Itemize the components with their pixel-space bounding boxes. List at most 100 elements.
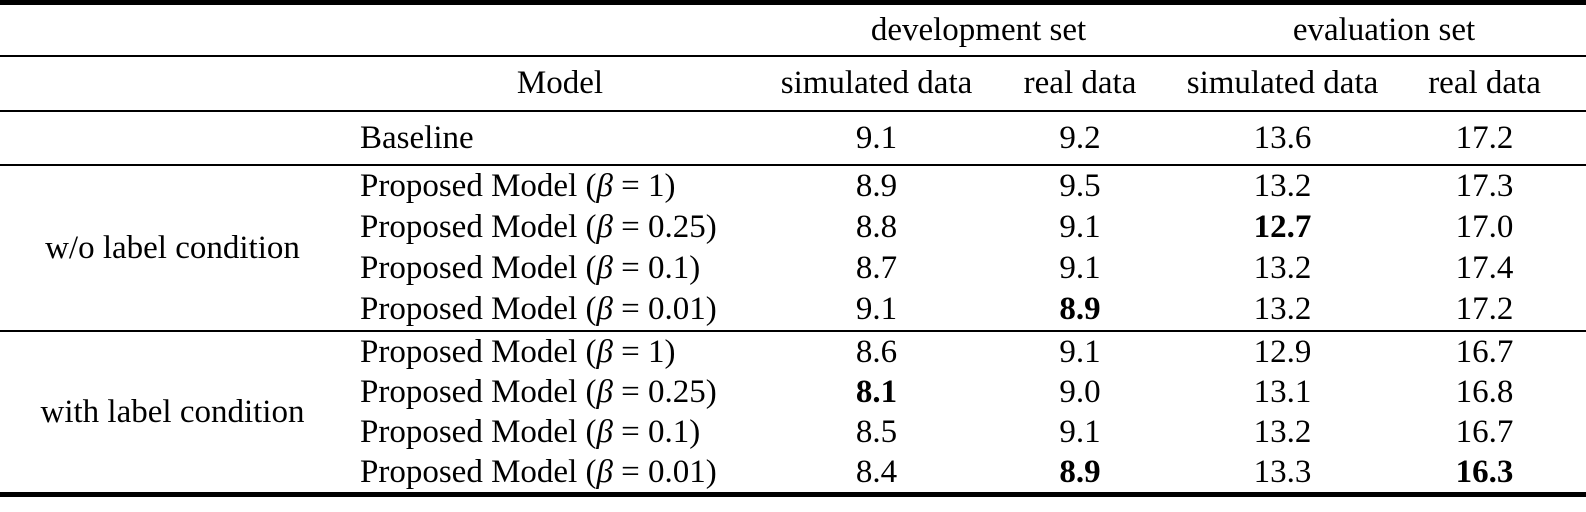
section-wo-label-condition: w/o label condition Proposed Model (β = … <box>0 165 1586 331</box>
table-row-baseline: Baseline 9.1 9.2 13.6 17.2 <box>0 111 1586 165</box>
col-header-dev-simulated: simulated data <box>780 65 973 101</box>
model-label: Proposed Model (β = 0.25) <box>360 209 717 245</box>
metric-value: 8.1 <box>855 373 898 410</box>
model-cell: Baseline <box>345 111 775 165</box>
empty-cell <box>0 56 345 111</box>
metric-value: 17.2 <box>1455 291 1514 327</box>
metric-cell: 8.7 <box>775 248 978 289</box>
metric-cell: 17.4 <box>1383 248 1586 289</box>
metric-value: 9.1 <box>1059 413 1101 450</box>
table-row: Model simulated data real data simulated… <box>0 56 1586 111</box>
beta-symbol: β <box>596 291 613 327</box>
model-label: Proposed Model (β = 0.01) <box>360 453 717 490</box>
metric-cell: 9.1 <box>978 412 1182 452</box>
model-cell: Proposed Model (β = 0.01) <box>345 289 775 331</box>
header-group-row: development set evaluation set <box>0 3 1586 57</box>
metric-value: 12.7 <box>1253 209 1312 245</box>
metric-cell: 8.8 <box>775 207 978 248</box>
metric-value: 9.1 <box>1059 333 1101 370</box>
model-cell: Proposed Model (β = 1) <box>345 165 775 207</box>
metric-cell: 9.1 <box>775 289 978 331</box>
col-header-eval-real: real data <box>1428 65 1541 101</box>
metric-cell: 9.1 <box>978 331 1182 372</box>
table-row: Proposed Model (β = 0.25) 8.1 9.0 13.1 1… <box>0 372 1586 412</box>
metric-value: 16.3 <box>1455 453 1514 490</box>
metric-cell: 8.9 <box>978 452 1182 495</box>
metric-value: 16.7 <box>1455 413 1514 450</box>
metric-cell: 8.9 <box>775 165 978 207</box>
col-header-eval-simulated: simulated data <box>1186 65 1379 101</box>
col-header-dev-real: real data <box>1023 65 1137 101</box>
model-label: Proposed Model (β = 1) <box>360 168 676 204</box>
table-row: Proposed Model (β = 0.01) 9.1 8.9 13.2 1… <box>0 289 1586 331</box>
metric-cell: 8.9 <box>978 289 1182 331</box>
model-label: Baseline <box>360 119 474 156</box>
metric-cell: 9.5 <box>978 165 1182 207</box>
metric-value: 8.4 <box>855 453 898 490</box>
col-group-evaluation-set: evaluation set <box>1292 11 1476 48</box>
metric-value: 8.9 <box>1059 291 1101 327</box>
metric-cell: 9.2 <box>978 111 1182 165</box>
metric-value: 9.1 <box>1059 209 1101 245</box>
metric-value: 8.8 <box>855 209 898 245</box>
metric-cell: 13.2 <box>1182 412 1383 452</box>
table-row: w/o label condition Proposed Model (β = … <box>0 165 1586 266</box>
metric-cell: 17.3 <box>1383 165 1586 207</box>
metric-value: 9.0 <box>1059 373 1101 410</box>
metric-value: 12.9 <box>1253 333 1312 370</box>
table-row: Proposed Model (β = 0.25) 8.8 9.1 12.7 1… <box>0 207 1586 248</box>
metric-value: 13.2 <box>1253 250 1312 286</box>
metric-value: 9.5 <box>1059 168 1101 204</box>
model-label: Proposed Model (β = 0.1) <box>360 250 701 286</box>
metric-value: 17.4 <box>1455 250 1514 286</box>
metric-value: 8.6 <box>855 333 898 370</box>
row-group-label-with-label-condition: with label condition <box>40 393 305 430</box>
model-cell: Proposed Model (β = 0.25) <box>345 207 775 248</box>
row-group-label-wo-label-condition: w/o label condition <box>45 229 300 266</box>
metric-cell: 8.6 <box>775 331 978 372</box>
table-row: development set evaluation set <box>0 3 1586 57</box>
metric-cell: 16.8 <box>1383 372 1586 412</box>
beta-symbol: β <box>596 209 613 245</box>
section-with-label-condition: with label condition Proposed Model (β =… <box>0 331 1586 495</box>
metric-cell: 13.3 <box>1182 452 1383 495</box>
model-cell: Proposed Model (β = 0.1) <box>345 248 775 289</box>
metric-cell: 8.1 <box>775 372 978 412</box>
model-label: Proposed Model (β = 0.25) <box>360 373 717 410</box>
beta-symbol: β <box>596 453 613 490</box>
metric-value: 8.9 <box>1059 453 1101 490</box>
beta-symbol: β <box>596 333 613 370</box>
metric-cell: 16.7 <box>1383 331 1586 372</box>
model-label: Proposed Model (β = 0.1) <box>360 413 701 450</box>
metric-cell: 17.2 <box>1383 289 1586 331</box>
metric-value: 8.7 <box>855 250 898 286</box>
empty-cell <box>0 3 345 57</box>
metric-cell: 8.4 <box>775 452 978 495</box>
model-cell: Proposed Model (β = 1) <box>345 331 775 372</box>
metric-cell: 13.2 <box>1182 248 1383 289</box>
metric-cell: 13.2 <box>1182 289 1383 331</box>
beta-symbol: β <box>596 250 613 286</box>
col-header-model: Model <box>516 65 604 101</box>
metric-value: 9.2 <box>1059 119 1101 156</box>
table-row: Proposed Model (β = 0.1) 8.5 9.1 13.2 16… <box>0 412 1586 452</box>
metric-value: 17.3 <box>1455 168 1514 204</box>
metric-value: 13.2 <box>1253 413 1312 450</box>
header-sub-row: Model simulated data real data simulated… <box>0 56 1586 111</box>
metric-cell: 8.5 <box>775 412 978 452</box>
table-row: Proposed Model (β = 0.01) 8.4 8.9 13.3 1… <box>0 452 1586 495</box>
metric-cell: 16.3 <box>1383 452 1586 495</box>
metric-cell: 9.1 <box>978 207 1182 248</box>
model-label: Proposed Model (β = 0.01) <box>360 291 717 327</box>
metric-value: 13.2 <box>1253 168 1312 204</box>
baseline-section: Baseline 9.1 9.2 13.6 17.2 <box>0 111 1586 165</box>
beta-symbol: β <box>596 373 613 410</box>
metric-value: 13.2 <box>1253 291 1312 327</box>
metric-value: 16.8 <box>1455 373 1514 410</box>
metric-value: 8.5 <box>855 413 898 450</box>
metric-cell: 9.1 <box>775 111 978 165</box>
metric-value: 13.3 <box>1253 453 1312 490</box>
model-cell: Proposed Model (β = 0.1) <box>345 412 775 452</box>
beta-symbol: β <box>596 168 613 204</box>
